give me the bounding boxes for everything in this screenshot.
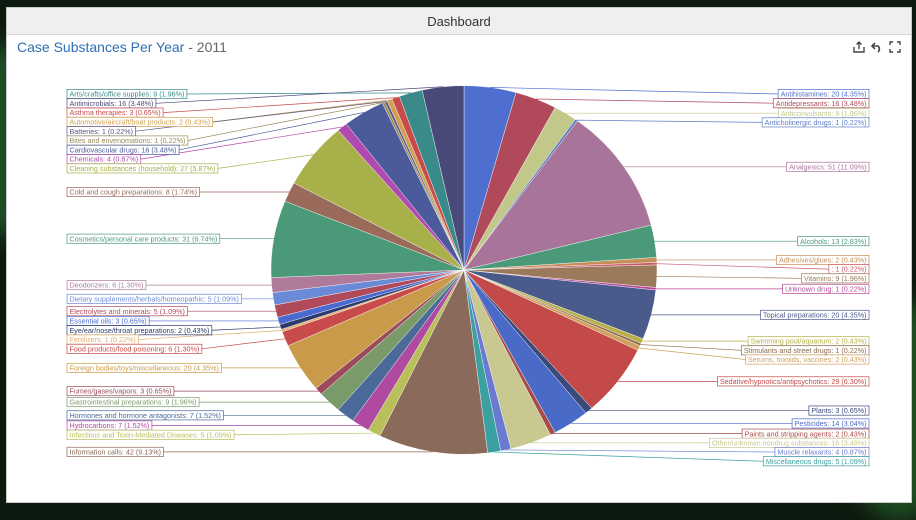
slice-label: Asthma therapies: 3 (0.65%) [70,108,161,117]
slice-label: Electrolytes and minerals: 5 (1.09%) [70,307,185,316]
slice-label: Vitamins: 9 (1.96%) [804,274,867,283]
leader-line [490,87,778,94]
pie-slices [271,86,657,455]
slice-label: Sedative/hypnotics/antipsychotics: 29 (6… [720,377,867,386]
slice-label: Serums, toxoids, vaccines: 2 (0.43%) [748,355,867,364]
leader-line [551,430,742,433]
slice-label: Paints and stripping agents: 2 (0.43%) [745,429,867,438]
slice-label: Arts/crafts/office supplies: 9 (1.96%) [70,90,185,99]
leader-line [223,412,347,415]
slice-label: Muscle relaxants: 4 (0.87%) [777,448,866,457]
slice-label: Cleaning substances (household): 27 (5.8… [70,164,216,173]
leader-line [635,346,745,359]
leader-line [163,98,397,113]
chart-title-main: Case Substances Per Year [17,39,184,55]
slice-label: Fumes/gases/vapors: 3 (0.65%) [70,387,172,396]
dashboard-title: Dashboard [427,14,491,29]
leader-line [149,320,282,321]
slice-label: Antimicrobials: 16 (3.48%) [70,99,154,108]
pie-chart: Antihistamines: 20 (4.35%)Antidepressant… [7,60,911,502]
slice-label: Bites and envenomations: 1 (0.22%) [70,136,186,145]
slice-label: Automotive/aircraft/boat products: 2 (0.… [70,118,211,127]
slice-label: Adhesives/glues: 2 (0.43%) [779,256,867,265]
slice-label: Batteries: 1 (0.22%) [70,127,134,136]
leader-line [212,326,284,330]
leader-line [586,408,809,411]
leader-line [574,120,762,123]
export-icon[interactable] [853,41,865,53]
dashboard-panel: Dashboard Case Substances Per Year - 201… [6,7,912,503]
slice-label: Cold and cough preparations: 8 (1.74%) [70,188,197,197]
slice-label: Hydrocarbons: 7 (1.52%) [70,421,150,430]
slice-label: Infectious and Toxin-Mediated Diseases: … [70,430,232,439]
chart-title-separator: - [184,39,196,55]
chart-title: Case Substances Per Year - 2011 [17,39,227,55]
leader-line [569,420,792,423]
slice-label: Information calls: 42 (9.13%) [70,447,161,456]
leader-line [651,241,798,242]
slice-label: Pesticides: 14 (3.04%) [795,419,867,428]
slice-label: Plants: 3 (0.65%) [811,406,866,415]
slice-label: Dietary supplements/herbals/homeopathic:… [70,294,239,303]
slice-label: Alcohols: 13 (2.83%) [800,237,866,246]
slice-label: Cardiovascular drugs: 16 (3.48%) [70,145,177,154]
slice-label: Topical preparations: 20 (4.35%) [763,310,866,319]
leader-line [653,276,802,278]
slice-label: Unknown drug: 1 (0.22%) [785,284,867,293]
slice-label: Gastrointestinal preparations: 9 (1.96%) [70,398,197,407]
leader-line [174,389,322,392]
leader-line [530,439,710,443]
slice-label: : 1 (0.22%) [831,265,866,274]
leader-line [647,314,760,315]
leader-line [563,113,778,116]
dashboard-header: Dashboard [7,8,911,35]
slice-label: Cosmetics/personal care products: 31 (6.… [70,234,218,243]
leader-line [638,340,748,341]
slice-label: Anticonvulsants: 9 (1.96%) [781,109,867,118]
leader-line [202,337,289,348]
chart-title-year: 2011 [197,39,227,55]
slice-label: Stimulants and street drugs: 1 (0.22%) [744,346,867,355]
slice-label: Hormones and hormone antagonists: 7 (1.5… [70,411,221,420]
leader-line [221,366,303,368]
slice-label: Swimming pool/aquarium: 2 (0.43%) [751,337,867,346]
leader-line [199,192,292,194]
leader-line [621,167,787,169]
fullscreen-icon[interactable] [889,41,901,53]
leader-line [199,399,332,402]
slice-label: Food products/food poisoning: 6 (1.30%) [70,344,200,353]
slice-label: Deodorizers: 6 (1.30%) [70,281,144,290]
leader-line [234,430,376,435]
leader-line [241,298,277,299]
leader-line [615,379,718,381]
slice-label: Miscellaneous drugs: 5 (1.09%) [766,457,867,466]
leader-line [163,448,433,452]
undo-icon[interactable] [871,41,883,53]
slice-label: Analgesics: 51 (11.09%) [789,162,866,171]
slice-label: Antidepressants: 16 (3.48%) [776,99,867,108]
leader-line [218,155,317,169]
leader-line [220,239,278,240]
leader-line [152,422,363,425]
slice-label: Foreign bodies/toys/miscellaneous: 20 (4… [70,364,219,373]
slice-label: Anticholinergic drugs: 1 (0.22%) [765,118,867,127]
slice-label: Fertilizers: 1 (0.22%) [70,335,136,344]
chart-toolbar [853,41,901,53]
slice-label: Essential oils: 3 (0.65%) [70,317,147,326]
slice-label: Antihistamines: 20 (4.35%) [781,90,867,99]
leader-line [535,99,774,103]
leader-line [187,310,279,311]
slice-label: Eye/ear/nose/throat preparations: 2 (0.4… [70,326,210,335]
slice-label: Chemicals: 4 (0.87%) [70,155,139,164]
slice-label: Other/unknown nondrug substances: 16 (3.… [712,438,867,447]
